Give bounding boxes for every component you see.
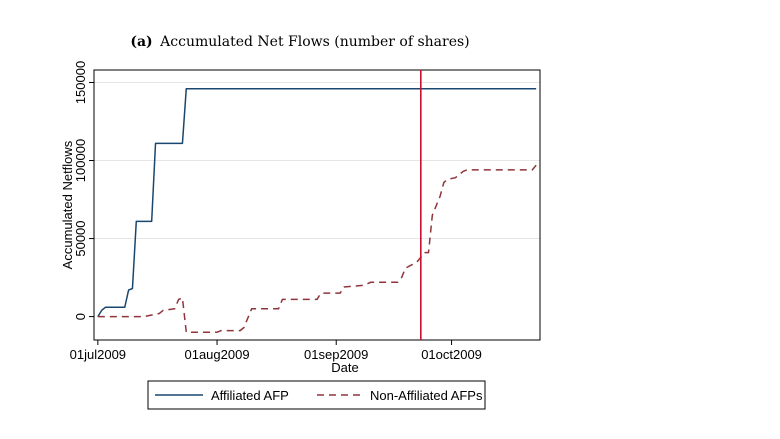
legend-label-non-affiliated: Non-Affiliated AFPs — [370, 388, 483, 403]
legend: Affiliated AFP Non-Affiliated AFPs — [147, 380, 486, 410]
chart-title: (a) Accumulated Net Flows (number of sha… — [130, 34, 469, 50]
y-tick-label: 50000 — [73, 220, 88, 256]
x-tick-label: 01oct2009 — [421, 347, 482, 362]
legend-box — [147, 380, 486, 410]
x-tick-label: 01sep2009 — [304, 347, 368, 362]
chart-title-text: Accumulated Net Flows (number of shares) — [159, 34, 470, 50]
y-axis-label: Accumulated Netflows — [60, 140, 75, 269]
x-axis-label: Date — [331, 360, 358, 375]
axes: 0 50000 100000 150000 01jul2009 01aug2009 01se… — [70, 61, 482, 362]
gridlines — [94, 81, 540, 240]
plot-frame — [93, 69, 541, 341]
y-tick-label: 100000 — [73, 139, 88, 182]
x-tick-label: 01jul2009 — [70, 347, 126, 362]
x-tick-label: 01aug2009 — [184, 347, 249, 362]
series-line-non-affiliated — [97, 164, 537, 333]
legend-label-affiliated: Affiliated AFP — [211, 388, 289, 403]
series-line-affiliated — [97, 87, 537, 317]
series-lines — [97, 87, 537, 333]
y-tick-label: 0 — [73, 313, 88, 320]
chart-title-tag: (a) — [130, 34, 152, 50]
y-tick-label: 150000 — [73, 61, 88, 104]
